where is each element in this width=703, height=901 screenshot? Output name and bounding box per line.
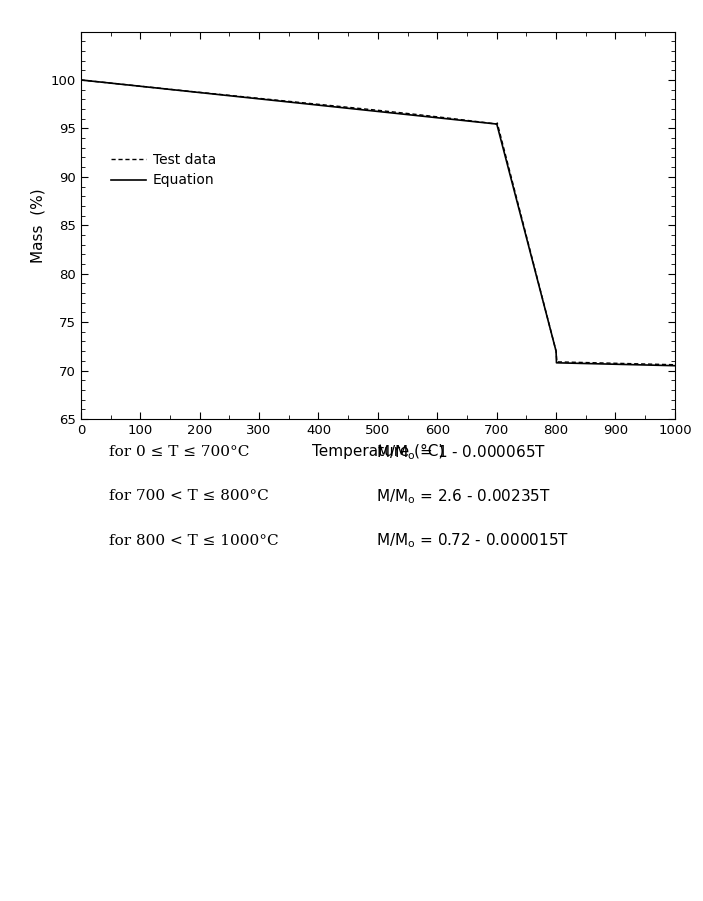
Text: $\mathregular{M/M_o}$ = 1 - 0.000065T: $\mathregular{M/M_o}$ = 1 - 0.000065T — [376, 443, 546, 461]
Text: $\mathregular{M/M_o}$ = 2.6 - 0.00235T: $\mathregular{M/M_o}$ = 2.6 - 0.00235T — [376, 487, 551, 505]
Text: $\mathregular{M/M_o}$ = 0.72 - 0.000015T: $\mathregular{M/M_o}$ = 0.72 - 0.000015T — [376, 532, 569, 550]
X-axis label: Temperature (°C): Temperature (°C) — [311, 444, 444, 459]
Text: for 800 < T ≤ 1000°C: for 800 < T ≤ 1000°C — [109, 533, 278, 548]
Text: for 700 < T ≤ 800°C: for 700 < T ≤ 800°C — [109, 489, 269, 504]
Legend: Test data, Equation: Test data, Equation — [105, 147, 221, 193]
Text: for 0 ≤ T ≤ 700°C: for 0 ≤ T ≤ 700°C — [109, 445, 250, 460]
Y-axis label: Mass  (%): Mass (%) — [30, 188, 45, 262]
